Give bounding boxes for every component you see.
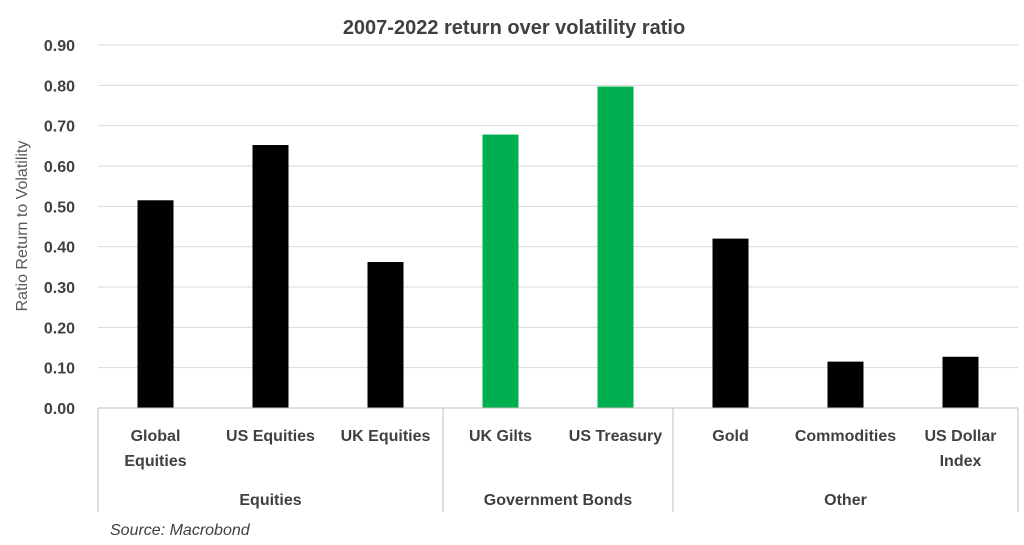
bar (942, 356, 979, 408)
category-label: US Treasury (569, 428, 662, 445)
y-tick-label: 0.90 (44, 38, 75, 55)
category-label: Gold (712, 428, 748, 445)
group-label: Other (824, 492, 867, 509)
y-axis-label: Ratio Return to Volatility (14, 141, 31, 312)
gridlines (98, 44, 1018, 409)
y-tick-label: 0.30 (44, 280, 75, 297)
group-label: Government Bonds (484, 492, 633, 509)
bar (252, 145, 289, 408)
category-label-line: UK Gilts (469, 428, 532, 445)
category-label-line: Gold (712, 428, 748, 445)
y-tick-label: 0.60 (44, 159, 75, 176)
category-label: UK Gilts (469, 428, 532, 445)
bar (482, 134, 519, 409)
category-label-line: Index (940, 453, 982, 470)
category-label-line: UK Equities (341, 428, 431, 445)
bar (827, 361, 864, 408)
category-label-line: Equities (124, 453, 186, 470)
category-label: UK Equities (341, 428, 431, 445)
group-labels: Equities Government Bonds Other (239, 492, 866, 509)
category-label-line: US Equities (226, 428, 315, 445)
x-axis (97, 407, 1019, 512)
y-tick-label: 0.00 (44, 401, 75, 418)
bars (137, 86, 979, 409)
group-label: Equities (239, 492, 301, 509)
source-note: Source: Macrobond (110, 522, 251, 539)
y-tick-label: 0.40 (44, 240, 75, 257)
category-label: US Equities (226, 428, 315, 445)
y-tick-label: 0.20 (44, 320, 75, 337)
bar (367, 261, 404, 408)
category-labels: Global Equities US Equities UK Equities UK G… (124, 428, 996, 470)
category-label: US Dollar Index (924, 428, 996, 470)
category-label-line: Global (131, 428, 181, 445)
category-label-line: US Dollar (924, 428, 996, 445)
chart-title: 2007-2022 return over volatility ratio (343, 17, 685, 39)
category-label-line: US Treasury (569, 428, 662, 445)
y-axis-ticks: 0.00 0.10 0.20 0.30 0.40 0.50 0.60 0.70 0.80 0.90 (44, 38, 75, 418)
category-label-line: Commodities (795, 428, 896, 445)
category-label: Commodities (795, 428, 896, 445)
y-tick-label: 0.50 (44, 199, 75, 216)
bar (712, 238, 749, 408)
y-tick-label: 0.70 (44, 119, 75, 136)
bar (137, 200, 174, 408)
bar (597, 86, 634, 408)
y-tick-label: 0.10 (44, 361, 75, 378)
y-tick-label: 0.80 (44, 78, 75, 95)
category-label: Global Equities (124, 428, 186, 470)
